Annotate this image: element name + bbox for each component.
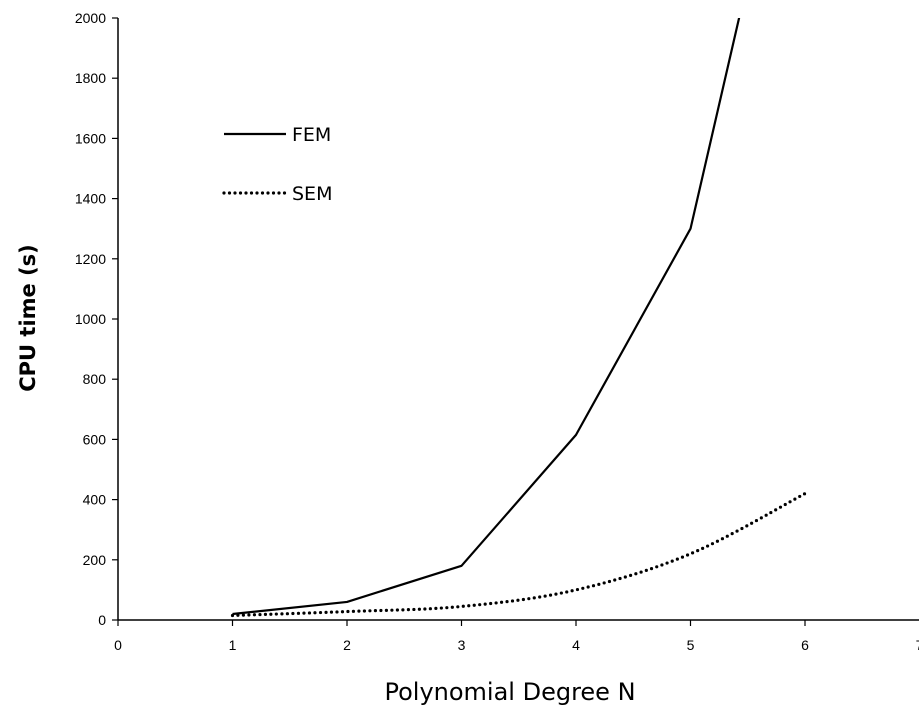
- y-tick-label: 800: [83, 371, 107, 387]
- legend: FEM SEM: [222, 124, 332, 205]
- x-tick-label: 2: [343, 637, 351, 653]
- y-tick-label: 200: [83, 552, 107, 568]
- y-tick-label: 0: [98, 612, 106, 628]
- x-axis-title: Polynomial Degree N: [384, 678, 635, 706]
- y-tick-label: 1400: [75, 191, 106, 207]
- y-tick-label: 1200: [75, 251, 106, 267]
- legend-label-fem: FEM: [292, 124, 331, 146]
- x-tick-label: 4: [572, 637, 580, 653]
- y-tick-label: 1600: [75, 130, 106, 146]
- y-axis-title: CPU time (s): [16, 244, 40, 392]
- series-sem-line: [230, 491, 807, 618]
- y-tick-label: 1800: [75, 70, 106, 86]
- x-tick-label: 3: [458, 637, 466, 653]
- x-tick-labels: 0 1 2 3 4 5 6 7: [114, 637, 919, 653]
- y-tick-label: 1000: [75, 311, 106, 327]
- series-fem-line: [232, 18, 741, 616]
- x-tick-label: 6: [801, 637, 809, 653]
- y-tick-labels: 0 200 400 600 800 1000 1200 1400 1600 1800 2000: [75, 10, 106, 628]
- y-tick-label: 400: [83, 492, 107, 508]
- series-layer: [230, 18, 807, 618]
- y-tick-label: 600: [83, 431, 107, 447]
- y-tick-label: 2000: [75, 10, 106, 26]
- x-tick-label: 5: [687, 637, 695, 653]
- x-tick-label: 7: [916, 637, 919, 653]
- x-tick-label: 0: [114, 637, 122, 653]
- tick-marks: [112, 17, 806, 626]
- x-tick-label: 1: [229, 637, 237, 653]
- legend-label-sem: SEM: [292, 183, 332, 205]
